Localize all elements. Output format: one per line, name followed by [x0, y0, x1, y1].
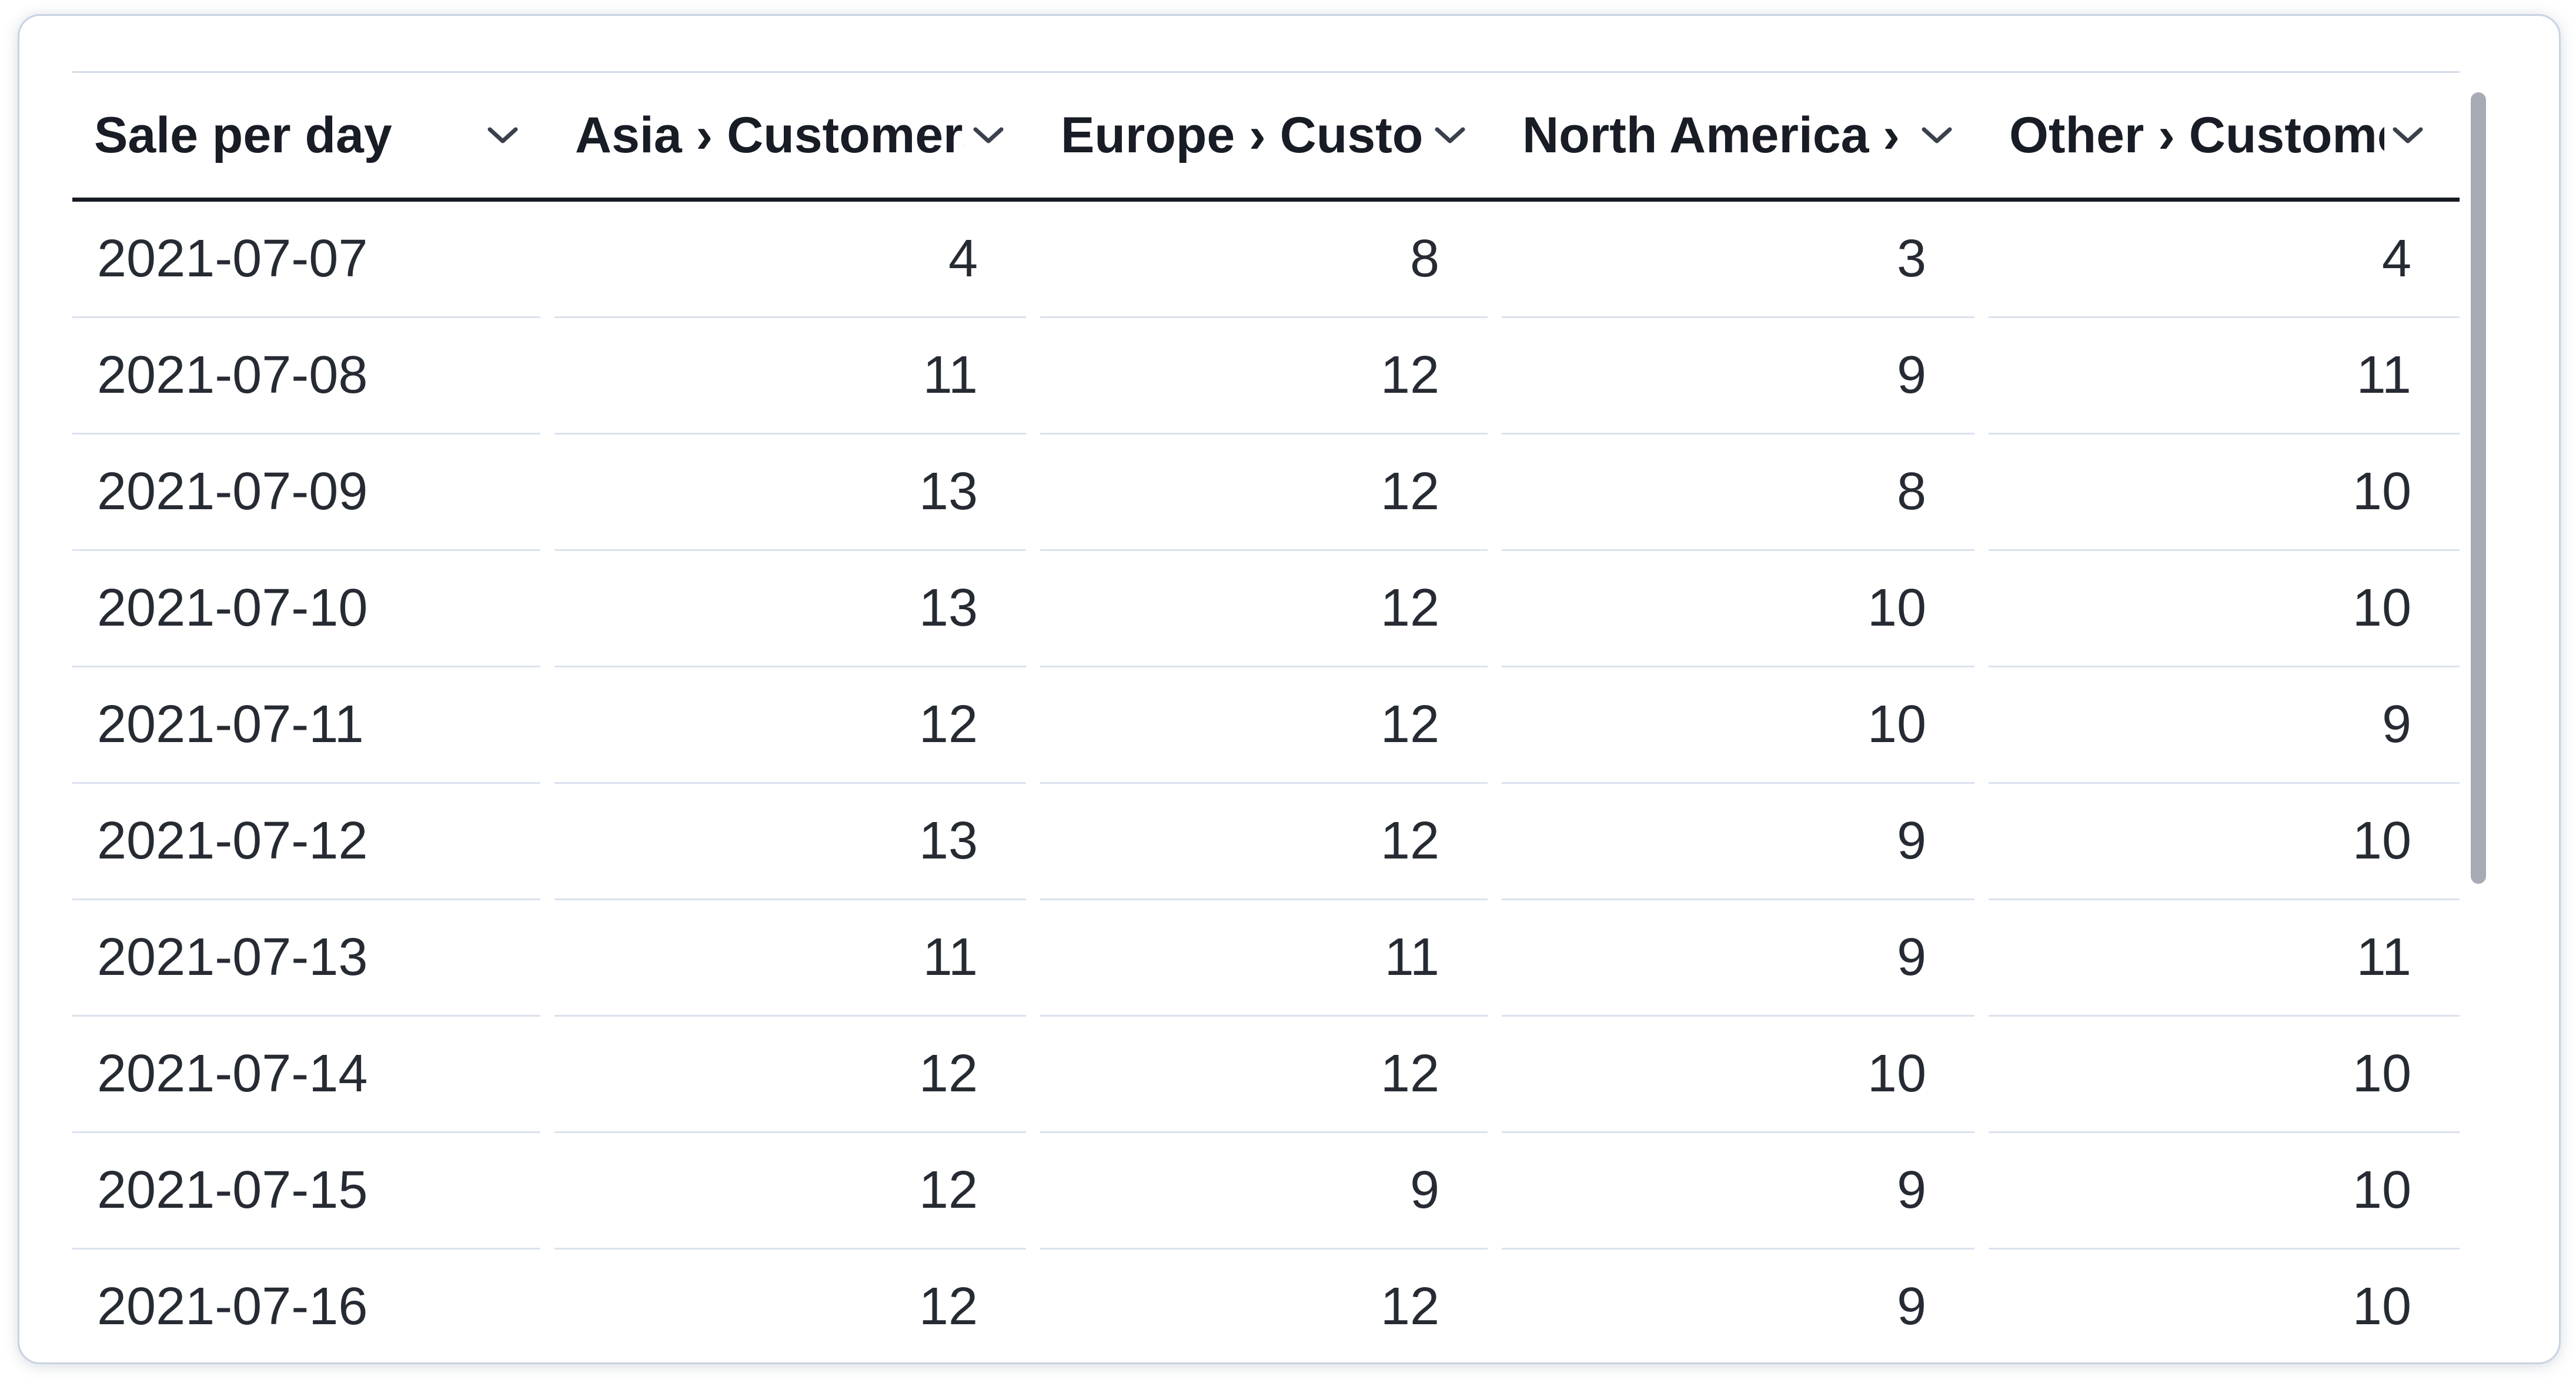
date-cell: 2021-07-12 [72, 784, 540, 900]
date-cell: 2021-07-15 [72, 1133, 540, 1250]
value-cell: 10 [1989, 784, 2460, 900]
column-header-asia[interactable]: Asia › Customers [554, 73, 1040, 198]
date-cell: 2021-07-13 [72, 900, 540, 1017]
value-cell: 10 [1989, 1250, 2460, 1362]
data-table: Sale per day Asia › Customers Europe › Cus… [72, 71, 2460, 1362]
chevron-down-icon [487, 127, 518, 143]
value-cell: 8 [1040, 202, 1488, 318]
value-cell: 9 [1502, 1133, 1974, 1250]
value-cell: 4 [1989, 202, 2460, 318]
date-cell: 2021-07-07 [72, 202, 540, 318]
chevron-down-icon [2393, 127, 2423, 143]
column-header-label: Other › Customers [2009, 106, 2384, 163]
column-header-label: Europe › Customers [1061, 106, 1426, 163]
table-row: 2021-07-14 12 12 10 10 [72, 1017, 2460, 1133]
value-cell: 13 [554, 435, 1026, 551]
value-cell: 12 [1040, 667, 1488, 784]
date-cell: 2021-07-16 [72, 1250, 540, 1362]
value-cell: 9 [1040, 1133, 1488, 1250]
column-header-label: Sale per day [94, 106, 392, 163]
value-cell: 10 [1989, 1017, 2460, 1133]
value-cell: 13 [554, 784, 1026, 900]
value-cell: 13 [554, 551, 1026, 667]
table-row: 2021-07-16 12 12 9 10 [72, 1250, 2460, 1362]
value-cell: 10 [1502, 667, 1974, 784]
value-cell: 12 [1040, 1017, 1488, 1133]
value-cell: 10 [1989, 1133, 2460, 1250]
value-cell: 12 [1040, 435, 1488, 551]
column-header-date[interactable]: Sale per day [72, 73, 554, 198]
value-cell: 11 [1040, 900, 1488, 1017]
table-card: Sale per day Asia › Customers Europe › Cus… [18, 14, 2561, 1364]
value-cell: 10 [1989, 551, 2460, 667]
value-cell: 10 [1502, 1017, 1974, 1133]
column-header-other[interactable]: Other › Customers [1989, 73, 2460, 198]
value-cell: 4 [554, 202, 1026, 318]
value-cell: 8 [1502, 435, 1974, 551]
table-row: 2021-07-10 13 12 10 10 [72, 551, 2460, 667]
value-cell: 9 [1502, 318, 1974, 435]
value-cell: 12 [1040, 784, 1488, 900]
value-cell: 11 [1989, 900, 2460, 1017]
value-cell: 11 [554, 900, 1026, 1017]
date-cell: 2021-07-11 [72, 667, 540, 784]
date-cell: 2021-07-09 [72, 435, 540, 551]
value-cell: 9 [1502, 900, 1974, 1017]
value-cell: 10 [1989, 435, 2460, 551]
table-body: 2021-07-07 4 8 3 4 2021-07-08 11 12 9 11 2021-07-0… [72, 202, 2460, 1362]
table-row: 2021-07-15 12 9 9 10 [72, 1133, 2460, 1250]
value-cell: 9 [1989, 667, 2460, 784]
column-header-label: Asia › Customers [575, 106, 965, 163]
value-cell: 12 [554, 1133, 1026, 1250]
table-row: 2021-07-12 13 12 9 10 [72, 784, 2460, 900]
table-header-row: Sale per day Asia › Customers Europe › Cus… [72, 71, 2460, 202]
value-cell: 12 [554, 667, 1026, 784]
column-header-label: North America › Customers [1522, 106, 1913, 163]
value-cell: 12 [1040, 551, 1488, 667]
column-header-europe[interactable]: Europe › Customers [1040, 73, 1502, 198]
date-cell: 2021-07-14 [72, 1017, 540, 1133]
value-cell: 3 [1502, 202, 1974, 318]
column-header-north_america[interactable]: North America › Customers [1502, 73, 1989, 198]
table-row: 2021-07-13 11 11 9 11 [72, 900, 2460, 1017]
value-cell: 11 [554, 318, 1026, 435]
value-cell: 10 [1502, 551, 1974, 667]
value-cell: 11 [1989, 318, 2460, 435]
value-cell: 12 [1040, 318, 1488, 435]
table-row: 2021-07-09 13 12 8 10 [72, 435, 2460, 551]
date-cell: 2021-07-08 [72, 318, 540, 435]
value-cell: 12 [1040, 1250, 1488, 1362]
table-row: 2021-07-11 12 12 10 9 [72, 667, 2460, 784]
value-cell: 12 [554, 1250, 1026, 1362]
table-row: 2021-07-07 4 8 3 4 [72, 202, 2460, 318]
chevron-down-icon [1435, 127, 1465, 143]
chevron-down-icon [973, 127, 1004, 143]
value-cell: 12 [554, 1017, 1026, 1133]
value-cell: 9 [1502, 784, 1974, 900]
chevron-down-icon [1922, 127, 1952, 143]
table-row: 2021-07-08 11 12 9 11 [72, 318, 2460, 435]
date-cell: 2021-07-10 [72, 551, 540, 667]
vertical-scrollbar-thumb[interactable] [2471, 92, 2486, 884]
value-cell: 9 [1502, 1250, 1974, 1362]
